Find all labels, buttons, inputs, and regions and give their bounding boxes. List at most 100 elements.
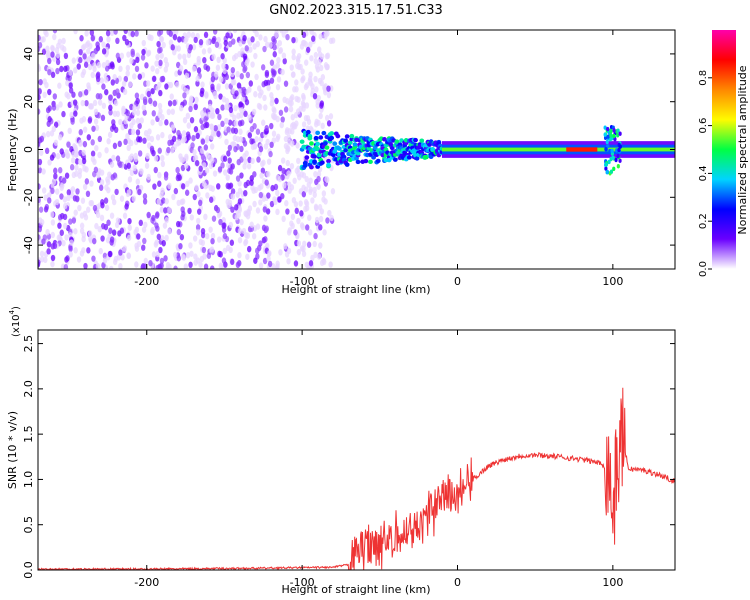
- heatmap-cell: [271, 106, 276, 113]
- heatmap-cell: [230, 258, 235, 266]
- heatmap-cell: [604, 162, 609, 167]
- heatmap-cell: [318, 135, 324, 140]
- heatmap-cell: [244, 150, 249, 157]
- heatmap-cell: [134, 261, 139, 268]
- heatmap-cell: [323, 141, 328, 146]
- heatmap-cell: [59, 65, 64, 73]
- heatmap-cell: [102, 252, 108, 260]
- heatmap-cell: [57, 222, 62, 229]
- heatmap-cell: [148, 259, 153, 267]
- heatmap-cell: [616, 164, 620, 169]
- heatmap-cell: [127, 81, 133, 88]
- heatmap-cell: [230, 188, 236, 195]
- heatmap-cell: [618, 158, 622, 163]
- heatmap-cell: [87, 63, 93, 71]
- heatmap-cell: [135, 117, 141, 125]
- heatmap-cell: [285, 33, 290, 41]
- heatmap-cell: [203, 122, 208, 129]
- heatmap-cell: [406, 155, 412, 160]
- heatmap-cell: [181, 254, 187, 261]
- heatmap-cell: [191, 65, 197, 73]
- heatmap-cell: [47, 57, 52, 65]
- heatmap-cell: [291, 36, 296, 44]
- heatmap-cell: [178, 64, 184, 72]
- heatmap-cell: [224, 73, 229, 81]
- heatmap-cell: [55, 67, 60, 75]
- heatmap-cell: [50, 51, 55, 58]
- heatmap-cell: [204, 167, 210, 174]
- heatmap-cell: [83, 61, 89, 68]
- spectrogram-heatmap: [38, 30, 675, 269]
- heatmap-cell: [44, 81, 49, 89]
- heatmap-cell: [110, 79, 116, 86]
- heatmap-cell: [201, 180, 207, 187]
- heatmap-cell: [176, 255, 182, 262]
- heatmap-cell: [170, 108, 176, 115]
- heatmap-cell: [147, 128, 152, 135]
- heatmap-cell: [194, 96, 199, 104]
- heatmap-cell: [89, 200, 95, 207]
- heatmap-cell: [347, 140, 353, 145]
- heatmap-cell: [324, 176, 329, 183]
- heatmap-cell: [59, 148, 64, 155]
- heatmap-cell: [313, 232, 318, 240]
- heatmap-cell: [332, 141, 338, 146]
- heatmap-cell: [329, 214, 334, 222]
- heatmap-cell: [146, 134, 151, 141]
- heatmap-cell: [270, 184, 275, 192]
- heatmap-cell: [605, 170, 609, 175]
- heatmap-cell: [309, 55, 314, 62]
- heatmap-cell: [184, 162, 189, 169]
- heatmap-cell: [237, 187, 243, 195]
- heatmap-cell: [261, 159, 266, 166]
- heatmap-cell: [295, 142, 300, 149]
- heatmap-cell: [238, 128, 243, 135]
- heatmap-cell: [274, 97, 279, 105]
- heatmap-cell: [47, 197, 52, 204]
- heatmap-cell: [79, 227, 85, 235]
- x-tick-label: -200: [134, 576, 159, 589]
- heatmap-cell: [221, 96, 227, 103]
- heatmap-cell: [277, 164, 283, 172]
- heatmap-cell: [151, 110, 156, 117]
- heatmap-cell: [81, 157, 87, 165]
- heatmap-cell: [264, 179, 269, 186]
- heatmap-cell: [227, 157, 232, 164]
- heatmap-cell: [38, 196, 41, 204]
- heatmap-cell: [139, 168, 144, 175]
- heatmap-cell: [258, 262, 264, 269]
- heatmap-cell: [270, 112, 276, 120]
- heatmap-cell: [77, 158, 83, 166]
- heatmap-cell: [314, 216, 320, 224]
- heatmap-cell: [239, 218, 244, 226]
- heatmap-cell: [218, 76, 224, 83]
- heatmap-cell: [198, 38, 204, 46]
- heatmap-cell: [49, 154, 55, 161]
- heatmap-cell: [196, 55, 201, 63]
- heatmap-cell: [163, 174, 169, 181]
- heatmap-cell: [92, 237, 97, 245]
- heatmap-cell: [161, 41, 166, 49]
- heatmap-cell: [57, 134, 63, 141]
- heatmap-cell: [305, 224, 310, 231]
- heatmap-cell: [209, 246, 215, 253]
- heatmap-cell: [290, 114, 295, 121]
- heatmap-cell: [164, 198, 169, 205]
- heatmap-cell: [93, 108, 99, 116]
- heatmap-cell: [250, 61, 255, 68]
- heatmap-cell: [86, 206, 91, 213]
- heatmap-cell: [53, 167, 58, 174]
- x-tick-label: 0: [454, 576, 461, 589]
- heatmap-cell: [175, 220, 181, 228]
- heatmap-cell: [243, 210, 248, 217]
- heatmap-cell: [79, 250, 85, 257]
- heatmap-cell: [306, 46, 311, 53]
- heatmap-cell: [44, 30, 49, 38]
- heatmap-cell: [285, 159, 291, 167]
- heatmap-cell: [292, 86, 297, 93]
- heatmap-cell: [233, 127, 239, 135]
- heatmap-cell: [81, 149, 86, 157]
- heatmap-cell: [234, 90, 239, 97]
- heatmap-cell: [319, 208, 325, 215]
- heatmap-cell: [208, 196, 214, 203]
